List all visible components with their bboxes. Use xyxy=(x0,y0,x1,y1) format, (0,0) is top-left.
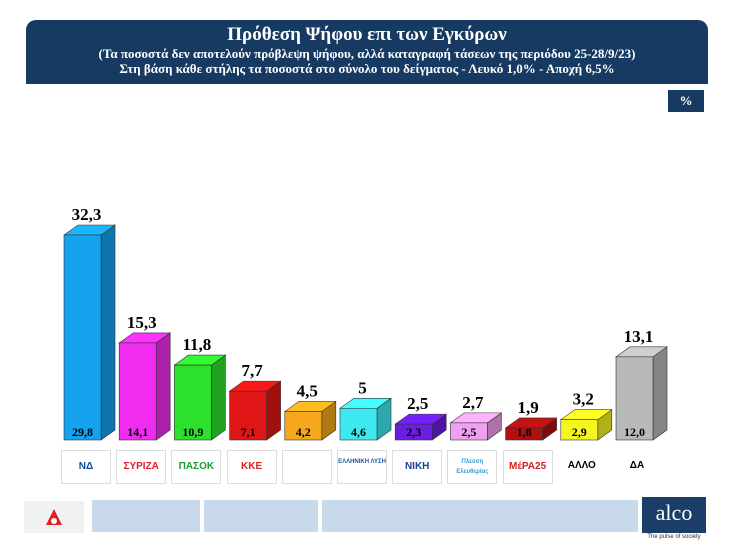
chart-subtitle-sample: Στη βάση κάθε στήλης τα ποσοστά στο σύνο… xyxy=(119,61,615,76)
bar-value-label-7: 2,7 xyxy=(462,393,484,412)
bar-base-label-0: 29,8 xyxy=(72,425,93,439)
party-logo-6: ΝΙΚΗ xyxy=(392,450,443,484)
party-logo-9: ΑΛΛΟ xyxy=(567,460,596,471)
bar-base-label-10: 12,0 xyxy=(624,425,645,439)
footer-band-3 xyxy=(322,500,638,532)
bar-2 xyxy=(174,364,212,441)
bar-value-label-6: 2,5 xyxy=(407,394,428,413)
bar-side-1 xyxy=(155,332,171,441)
bar-value-label-1: 15,3 xyxy=(127,313,157,332)
chart-header: Πρόθεση Ψήφου επι των Εγκύρων (Τα ποσοστ… xyxy=(26,20,708,84)
bar-value-label-8: 1,9 xyxy=(517,398,538,417)
bar-10 xyxy=(615,356,654,441)
bar-4 xyxy=(284,411,323,441)
party-logo-4 xyxy=(281,450,332,484)
bar-6 xyxy=(394,423,433,441)
footer-band-1 xyxy=(92,500,200,532)
alco-mark-icon xyxy=(46,509,62,525)
bar-7 xyxy=(450,422,488,441)
party-logo-10: ΔΑ xyxy=(629,460,645,471)
bar-side-10 xyxy=(652,346,668,441)
bar-3 xyxy=(229,390,267,441)
bar-base-label-9: 2,9 xyxy=(572,425,587,439)
bar-base-label-6: 2,3 xyxy=(406,425,421,439)
bar-base-label-4: 4,2 xyxy=(296,425,311,439)
bar-8 xyxy=(505,427,543,441)
alco-tagline: The pulse of society xyxy=(647,534,701,540)
bar-value-label-4: 4,5 xyxy=(297,381,318,400)
party-logo-5: ΕΛΛΗΝΙΚΗ ΛΥΣΗ xyxy=(337,450,387,484)
bar-value-label-3: 7,7 xyxy=(241,361,263,380)
party-logo-1: ΣΥΡΙΖΑ xyxy=(116,450,167,484)
bar-side-0 xyxy=(100,224,116,441)
party-logo-8: ΜέΡΑ25 xyxy=(502,450,553,484)
bar-0 xyxy=(63,234,102,441)
bar-value-label-10: 13,1 xyxy=(624,327,654,346)
bar-base-label-1: 14,1 xyxy=(127,425,148,439)
bar-9 xyxy=(560,419,599,441)
percent-badge: % xyxy=(668,90,704,112)
chart-title: Πρόθεση Ψήφου επι των Εγκύρων xyxy=(227,24,507,45)
bar-5 xyxy=(339,407,378,441)
alco-logo: alco xyxy=(642,497,706,533)
bar-base-label-5: 4,6 xyxy=(351,425,366,439)
bar-base-label-3: 7,1 xyxy=(241,425,256,439)
footer-bar: alco The pulse of society xyxy=(0,497,734,540)
chart-subtitle-period: (Τα ποσοστά δεν αποτελούν πρόβλεψη ψήφου… xyxy=(98,46,636,61)
bar-value-label-9: 3,2 xyxy=(573,390,594,409)
footer-mark-box xyxy=(24,501,84,533)
footer-band-2 xyxy=(204,500,318,532)
bar-value-label-0: 32,3 xyxy=(72,205,102,224)
bar-value-label-2: 11,8 xyxy=(182,335,211,354)
party-logo-2: ΠΑΣΟΚ xyxy=(171,450,222,484)
party-logo-3: ΚΚΕ xyxy=(226,450,277,484)
bar-base-label-8: 1,8 xyxy=(517,425,532,439)
bar-base-label-7: 2,5 xyxy=(461,425,476,439)
party-logo-0: ΝΔ xyxy=(61,450,111,484)
party-logo-7: Πλεύση Ελευθερίας xyxy=(447,450,498,484)
bar-1 xyxy=(118,342,157,441)
bar-side-2 xyxy=(211,354,226,441)
bar-base-label-2: 10,9 xyxy=(182,425,203,439)
bar-value-label-5: 5 xyxy=(358,378,367,397)
